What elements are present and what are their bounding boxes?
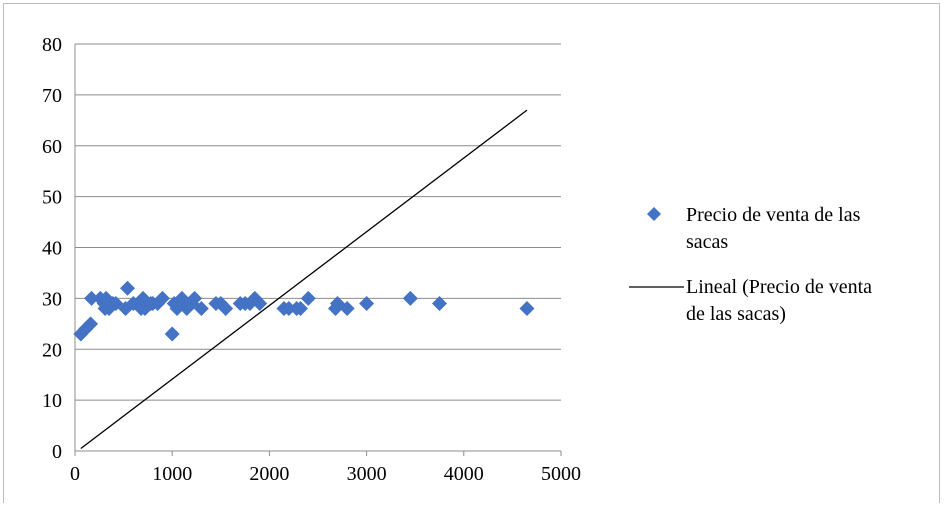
data-point	[402, 290, 418, 306]
legend-label-trendline-line2: de las sacas)	[686, 303, 786, 325]
x-tick-label: 0	[70, 463, 80, 485]
x-tick-labels: 0 1000 2000 3000 4000 5000	[70, 463, 581, 485]
y-tick-label: 70	[42, 85, 62, 107]
y-tick-label: 80	[42, 34, 62, 56]
y-tick-label: 50	[42, 187, 62, 209]
legend-item-scatter: Precio de venta de las sacas	[647, 204, 865, 253]
trendline-line	[80, 109, 528, 449]
data-point	[83, 316, 99, 332]
legend-diamond-marker	[647, 207, 661, 221]
legend-item-trendline: Lineal (Precio de venta de las sacas)	[629, 276, 877, 325]
data-point	[193, 301, 209, 317]
x-tick-label: 3000	[347, 463, 387, 485]
x-tick-label: 5000	[541, 463, 581, 485]
legend-label-scatter-line2: sacas	[686, 231, 728, 253]
axes	[74, 44, 562, 456]
data-point	[300, 290, 316, 306]
legend: Precio de venta de las sacas Lineal (Pre…	[629, 204, 877, 325]
data-point	[432, 295, 447, 311]
data-point	[119, 280, 135, 296]
data-point	[154, 290, 170, 306]
data-point	[218, 301, 234, 317]
x-tick-label: 2000	[249, 463, 289, 485]
legend-label-scatter-line1: Precio de venta de las	[686, 204, 861, 226]
data-points	[73, 280, 535, 342]
x-tick-label: 4000	[444, 463, 484, 485]
chart-frame	[3, 3, 940, 503]
legend-label-trendline-line1: Lineal (Precio de venta	[686, 276, 872, 298]
data-point	[359, 295, 375, 311]
data-point	[118, 301, 134, 317]
y-tick-label: 60	[42, 136, 62, 158]
y-tick-labels: 0 10 20 30 40 50 60 70 80	[42, 34, 62, 463]
grid-lines	[75, 43, 561, 401]
trendline	[80, 109, 528, 449]
legend-label-trendline: Lineal (Precio de venta de las sacas)	[686, 276, 877, 325]
data-point	[339, 301, 355, 317]
data-point	[252, 295, 268, 311]
x-tick-label: 1000	[152, 463, 192, 485]
legend-label-scatter: Precio de venta de las sacas	[686, 204, 865, 253]
y-tick-label: 0	[52, 441, 62, 463]
y-tick-label: 20	[42, 339, 62, 361]
y-tick-label: 30	[42, 288, 62, 310]
data-point	[281, 301, 297, 317]
y-tick-label: 40	[42, 238, 62, 260]
data-point	[84, 290, 100, 306]
y-tick-label: 10	[42, 390, 62, 412]
data-point	[187, 290, 203, 306]
data-point	[293, 301, 309, 317]
data-point	[164, 326, 180, 342]
data-point	[519, 301, 535, 317]
